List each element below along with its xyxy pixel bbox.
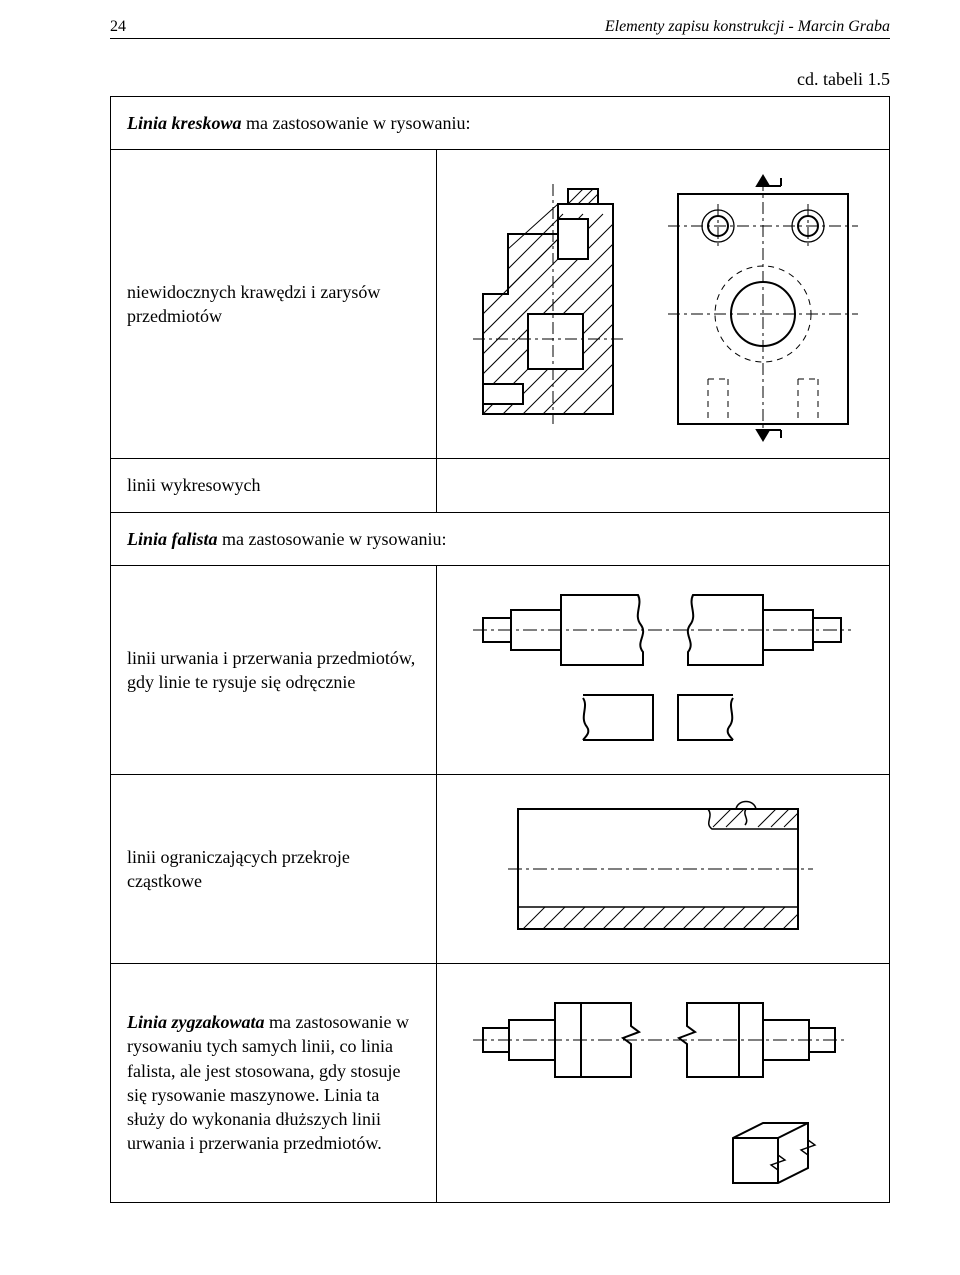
row-zygzak-figure xyxy=(437,963,890,1202)
page-number: 24 xyxy=(110,18,126,36)
row-kreskowa-heading: Linia kreskowa ma zastosowanie w rysowan… xyxy=(111,97,890,150)
text-falista-rest: ma zastosowanie w rysowaniu: xyxy=(218,529,447,549)
bold-zygzak: Linia zygzakowata xyxy=(127,1012,265,1032)
row-wykresowych-text: linii wykresowych xyxy=(111,459,437,512)
text-przekroje: linii ograniczających przekroje cząstkow… xyxy=(127,847,350,891)
row-urwania-text: linii urwania i przerwania przedmiotów, … xyxy=(111,565,437,774)
text-wykresowych: linii wykresowych xyxy=(127,475,260,495)
running-header: 24 Elementy zapisu konstrukcji - Marcin … xyxy=(110,18,890,39)
broken-shaft-icon xyxy=(463,580,863,760)
text-zygzak-rest: ma zastosowanie w rysowaniu tych samych … xyxy=(127,1012,409,1153)
bold-falista: Linia falista xyxy=(127,529,218,549)
row-falista-heading: Linia falista ma zastosowanie w rysowani… xyxy=(111,512,890,565)
row-wykresowych-empty xyxy=(437,459,890,512)
zigzag-break-icon xyxy=(463,978,863,1188)
table-caption: cd. tabeli 1.5 xyxy=(110,69,890,90)
partial-section-icon xyxy=(498,789,828,949)
row-przekroje-figure xyxy=(437,774,890,963)
row-hidden-edges-text: niewidocznych krawędzi i zarysów przedmi… xyxy=(111,150,437,459)
line-types-table: Linia kreskowa ma zastosowanie w rysowan… xyxy=(110,96,890,1203)
row-zygzak-text: Linia zygzakowata ma zastosowanie w ryso… xyxy=(111,963,437,1202)
row-przekroje-text: linii ograniczających przekroje cząstkow… xyxy=(111,774,437,963)
running-title: Elementy zapisu konstrukcji - Marcin Gra… xyxy=(605,18,890,36)
hidden-edges-drawing-icon xyxy=(453,164,873,444)
text-hidden-edges: niewidocznych krawędzi i zarysów przedmi… xyxy=(127,282,380,326)
text-urwania: linii urwania i przerwania przedmiotów, … xyxy=(127,648,415,692)
bold-kreskowa: Linia kreskowa xyxy=(127,113,242,133)
row-urwania-figure xyxy=(437,565,890,774)
row-hidden-edges-figure xyxy=(437,150,890,459)
text-kreskowa-rest: ma zastosowanie w rysowaniu: xyxy=(242,113,471,133)
page: 24 Elementy zapisu konstrukcji - Marcin … xyxy=(0,0,960,1243)
